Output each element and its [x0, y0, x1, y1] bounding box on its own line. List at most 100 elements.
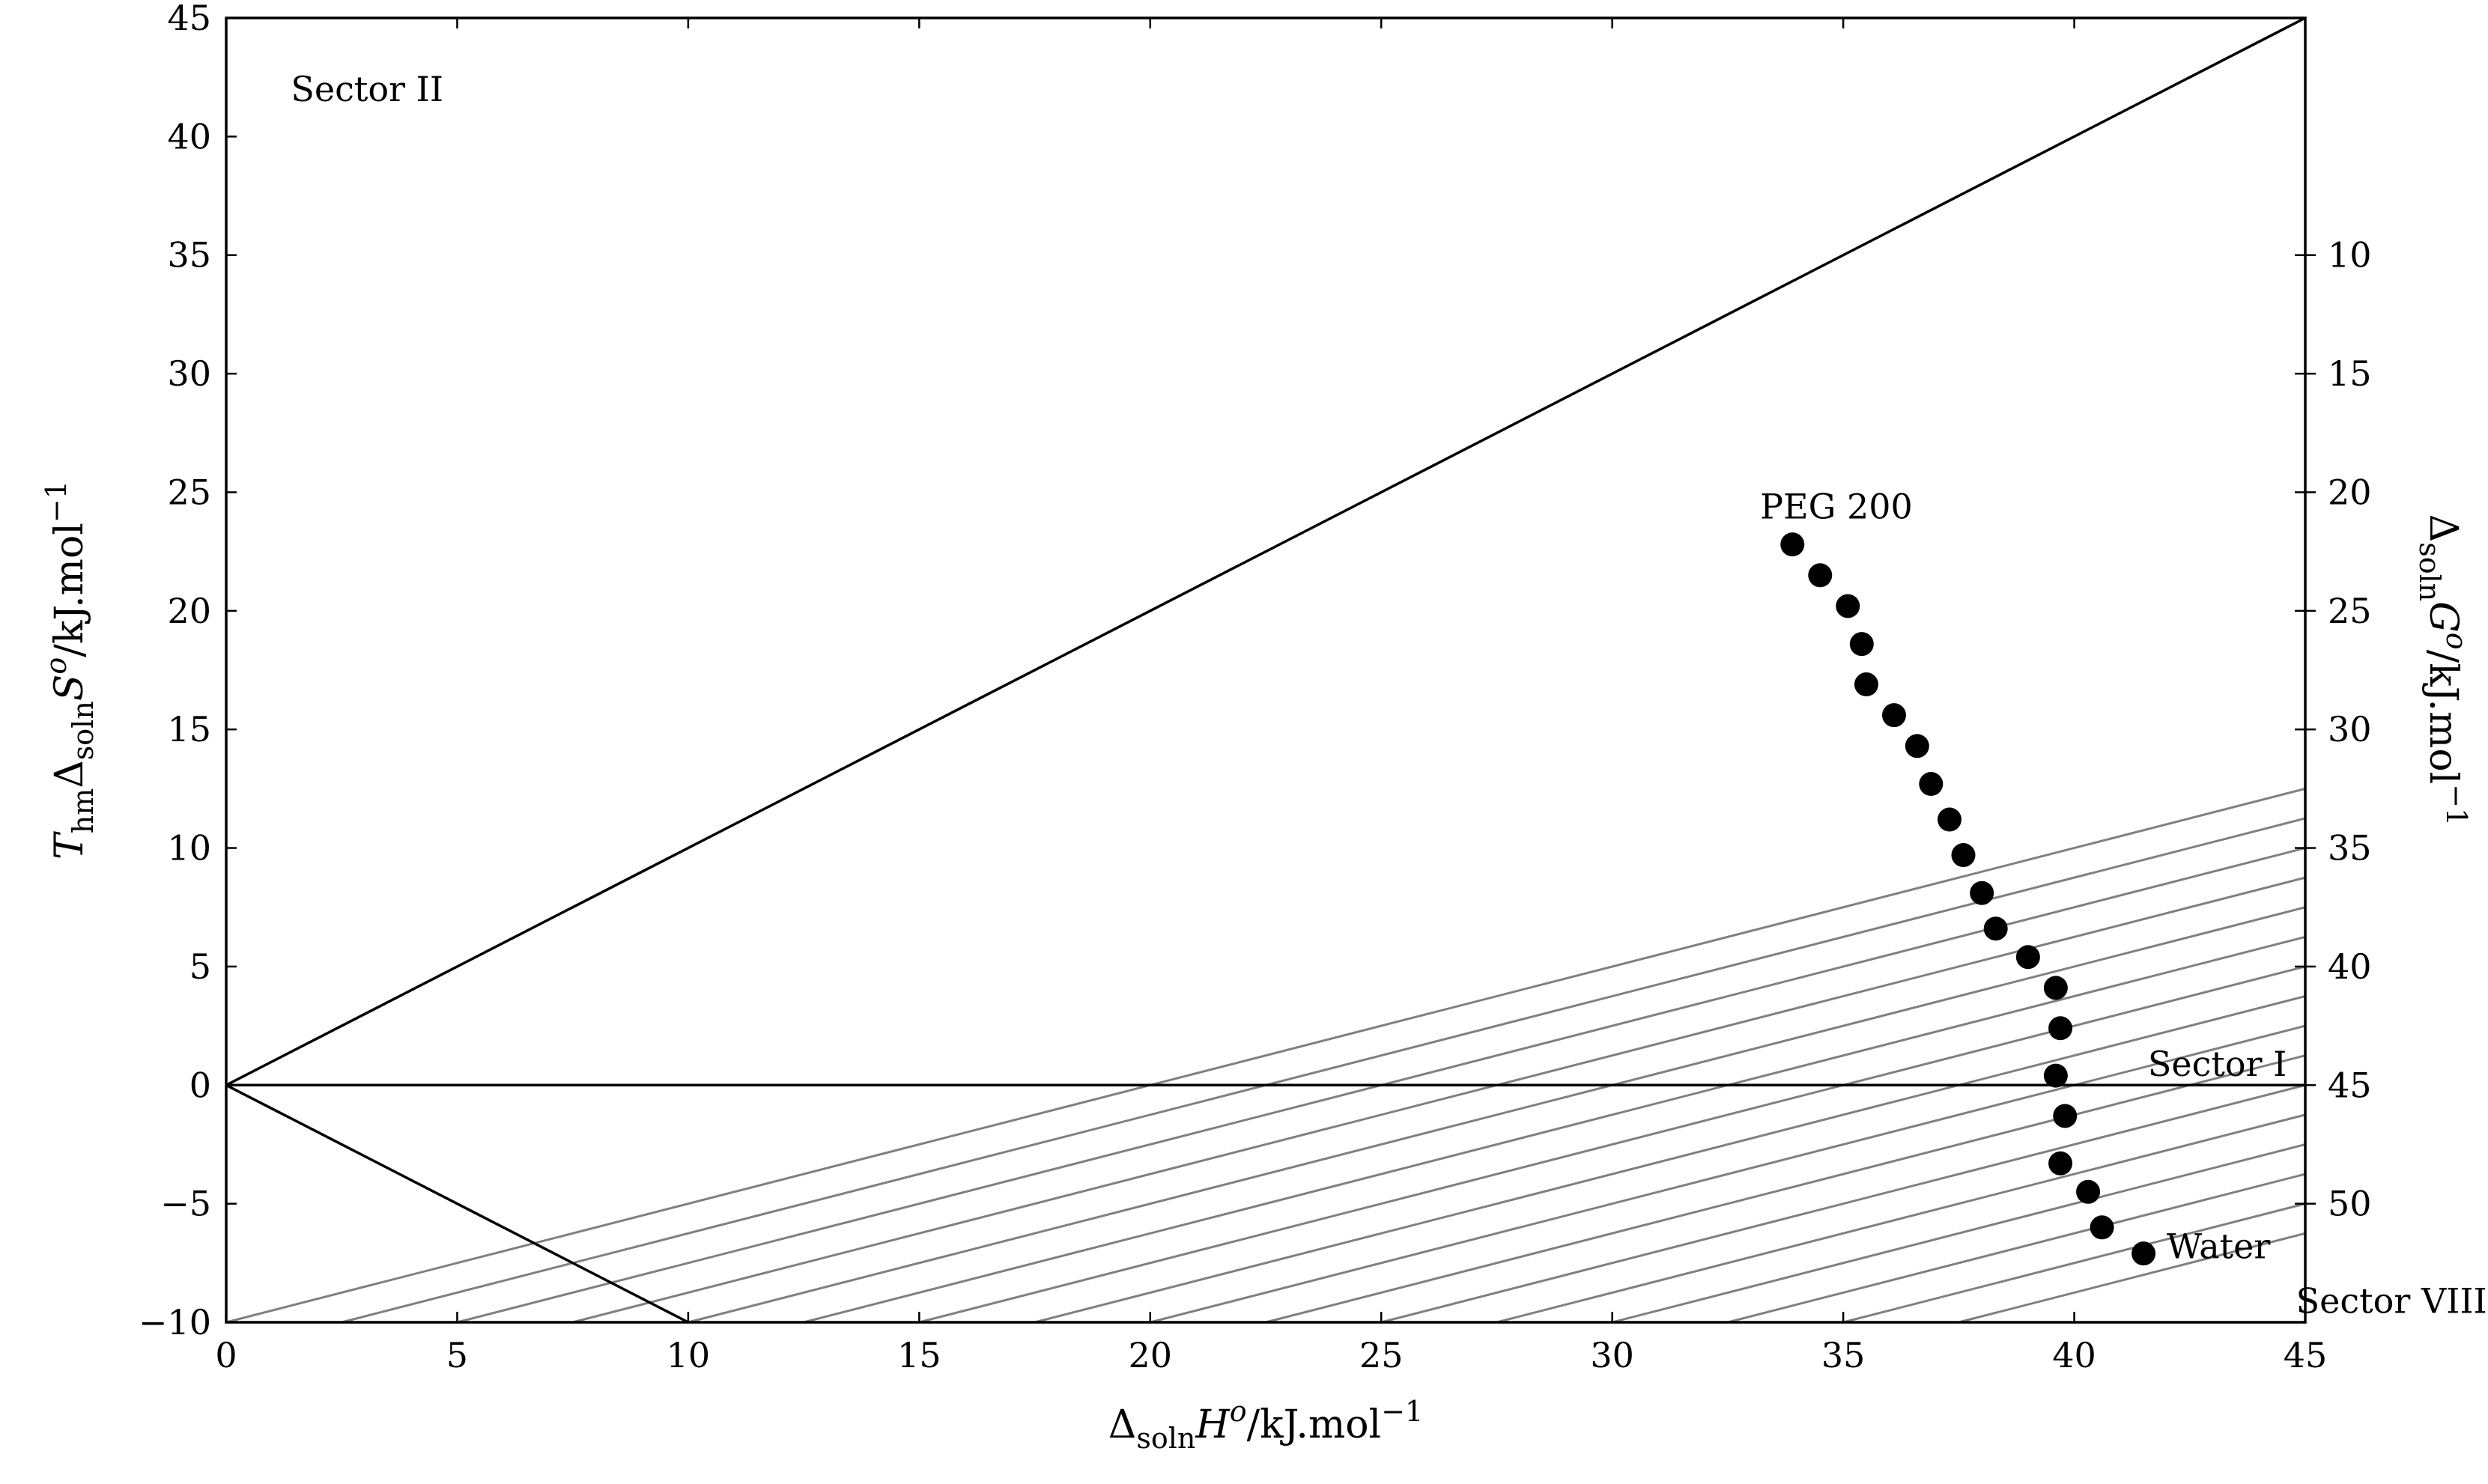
- y2-tick-label: 20: [2328, 472, 2372, 512]
- x-tick-label: 0: [215, 1335, 237, 1375]
- axis-titles-group: ΔsolnHo/kJ.mol−1ThmΔsolnSo/kJ.mol−1Δsoln…: [40, 481, 2473, 1455]
- y2-axis-title-part: −1: [2440, 784, 2473, 826]
- reference-line-enthalpy-entropy-equal: [225, 16, 2306, 1086]
- x-axis-title-part: −1: [1381, 1395, 1423, 1428]
- annotation-water: Water: [2167, 1226, 2270, 1267]
- iso-gibbs-line: [1034, 995, 2306, 1324]
- data-point: [1854, 672, 1878, 697]
- y-tick-label: 35: [167, 235, 211, 276]
- data-point: [2048, 1151, 2073, 1176]
- data-point: [2043, 1063, 2068, 1088]
- iso-gibbs-line: [225, 787, 2306, 1324]
- data-point: [1905, 734, 1929, 758]
- y-tick-label: −10: [139, 1302, 211, 1342]
- y-tick-label: 40: [167, 116, 211, 156]
- y2-tick-label: 40: [2328, 946, 2372, 987]
- x-axis-title-part: H: [1195, 1402, 1231, 1447]
- data-point: [2048, 1016, 2073, 1041]
- data-point: [2053, 1104, 2078, 1128]
- x-tick-label: 40: [2052, 1335, 2096, 1375]
- y2-tick-label: 45: [2328, 1065, 2372, 1105]
- y2-tick-label: 25: [2328, 591, 2372, 631]
- data-point: [1780, 532, 1805, 557]
- annotation-sector-viii: Sector VIII: [2296, 1280, 2487, 1321]
- data-point: [1937, 807, 1961, 832]
- data-point: [1919, 772, 1944, 797]
- y2-axis-title-part: /kJ.mol: [2421, 650, 2466, 785]
- y-tick-label: 30: [167, 353, 211, 394]
- y-tick-label: 20: [167, 591, 211, 631]
- data-point: [1808, 563, 1833, 588]
- y-axis-title-part: /kJ.mol: [47, 523, 92, 657]
- y-tick-label: 25: [167, 472, 211, 512]
- data-points-group: [1780, 532, 2156, 1266]
- data-point: [2132, 1241, 2156, 1266]
- iso-gibbs-line: [1265, 1054, 2306, 1324]
- annotation-sector-ii: Sector II: [291, 69, 443, 109]
- x-tick-label: 5: [446, 1335, 468, 1375]
- y2-axis-title-part: soln: [2413, 542, 2446, 601]
- y2-axis-title: ΔsolnGo/kJ.mol−1: [2413, 514, 2473, 827]
- y-tick-label: 15: [167, 709, 211, 749]
- iso-gibbs-line: [1727, 1173, 2306, 1324]
- y-axis-title-part: Δ: [47, 760, 92, 788]
- y2-tick-label: 50: [2328, 1184, 2372, 1224]
- y2-tick-label: 15: [2328, 353, 2372, 394]
- y2-tick-label: 30: [2328, 709, 2372, 749]
- y2-axis-title-part: G: [2421, 601, 2466, 633]
- y-axis-title-part: soln: [67, 701, 100, 760]
- reference-lines-group: [225, 16, 2306, 1324]
- x-tick-label: 10: [667, 1335, 711, 1375]
- data-point: [1970, 881, 1994, 905]
- plot-frame-group: [225, 16, 2307, 1324]
- data-point: [1836, 594, 1860, 618]
- y-tick-label: 0: [189, 1065, 211, 1105]
- y-axis-title-part: o: [40, 657, 73, 675]
- annotation-peg-200: PEG 200: [1760, 486, 1913, 526]
- ticks-group: 0 5 10 15 20 25 30 35 40 45 −10 −5 0 5 10 15 20 25 30 35 40 4…: [139, 0, 2372, 1375]
- data-point: [2076, 1179, 2101, 1204]
- x-tick-label: 15: [897, 1335, 941, 1375]
- x-axis-title-part: /kJ.mol: [1247, 1402, 1382, 1447]
- x-tick-label: 20: [1129, 1335, 1173, 1375]
- iso-gibbs-line: [1842, 1202, 2306, 1324]
- iso-gibbs-lines-group: [225, 787, 2306, 1324]
- data-point: [2043, 976, 2068, 1000]
- x-axis-title: ΔsolnHo/kJ.mol−1: [1108, 1395, 1423, 1455]
- y-axis-title-part: S: [47, 675, 92, 702]
- data-point: [1881, 703, 1906, 728]
- iso-gibbs-line: [1958, 1232, 2306, 1324]
- reference-line-sector-boundary: [225, 1083, 689, 1324]
- data-point: [2090, 1215, 2114, 1240]
- y-axis-title-part: T: [47, 831, 92, 860]
- x-tick-label: 30: [1590, 1335, 1634, 1375]
- plot-frame: [225, 16, 2307, 1324]
- y-axis-title-part: −1: [40, 481, 73, 523]
- y2-tick-label: 10: [2328, 235, 2372, 276]
- y-tick-label: 10: [167, 828, 211, 869]
- iso-gibbs-line: [1612, 1143, 2306, 1324]
- y2-axis-title-part: Δ: [2421, 514, 2466, 543]
- annotations-group: Sector II Sector I Sector VIII PEG 200 Water: [291, 69, 2487, 1321]
- iso-gibbs-line: [918, 965, 2306, 1324]
- x-tick-label: 35: [1821, 1335, 1866, 1375]
- data-point: [1849, 632, 1874, 657]
- iso-gibbs-line: [572, 876, 2306, 1324]
- data-point: [1983, 916, 2008, 941]
- y2-axis-title-part: o: [2440, 633, 2473, 650]
- x-tick-label: 45: [2284, 1335, 2328, 1375]
- iso-gibbs-line: [803, 935, 2306, 1324]
- iso-gibbs-line: [341, 817, 2306, 1324]
- x-axis-title-part: o: [1230, 1395, 1247, 1428]
- x-axis-title-part: soln: [1136, 1422, 1195, 1455]
- x-tick-label: 25: [1359, 1335, 1404, 1375]
- iso-gibbs-line: [1380, 1083, 2306, 1324]
- y-axis-title-part: hm: [67, 788, 100, 834]
- data-point: [2015, 945, 2040, 970]
- iso-gibbs-line: [1496, 1113, 2306, 1324]
- y-tick-label: 45: [167, 0, 211, 38]
- data-point: [1951, 843, 1976, 868]
- y-axis-title: ThmΔsolnSo/kJ.mol−1: [40, 481, 100, 860]
